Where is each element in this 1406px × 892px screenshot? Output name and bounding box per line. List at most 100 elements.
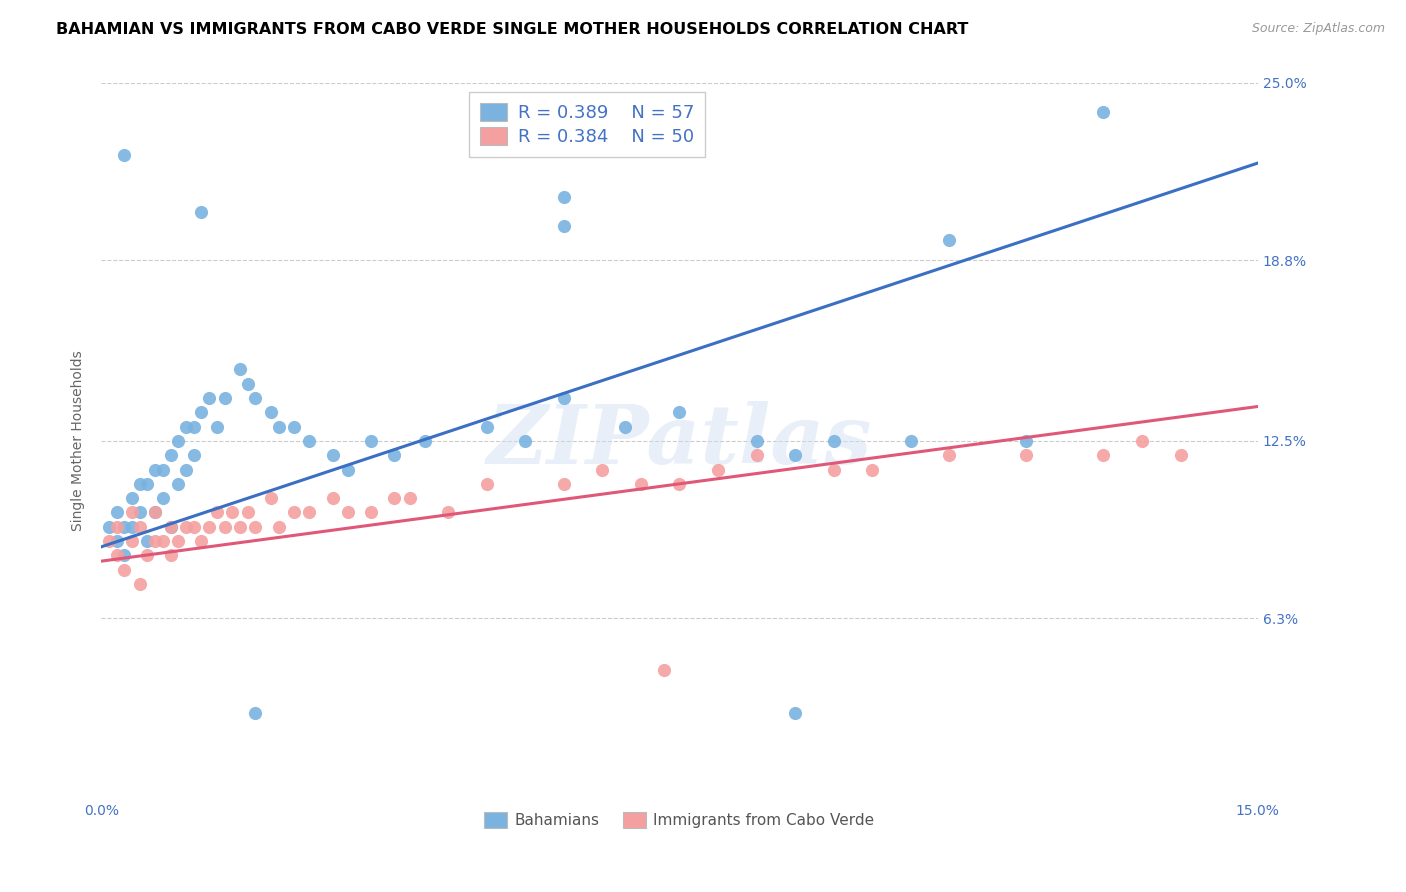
Point [591,462,613,476]
Point [668,476,690,491]
Point [121,506,143,520]
Point [382,448,405,462]
Point [121,491,143,505]
Point [198,391,221,405]
Point [1092,448,1115,462]
Point [437,506,460,520]
Point [152,491,174,505]
Point [298,506,321,520]
Point [900,434,922,448]
Point [167,476,190,491]
Point [136,534,159,549]
Point [360,434,382,448]
Point [267,419,290,434]
Point [475,476,498,491]
Point [336,462,359,476]
Point [167,434,190,448]
Point [229,520,252,534]
Point [360,506,382,520]
Point [121,520,143,534]
Point [245,520,267,534]
Point [229,362,252,376]
Point [823,434,845,448]
Point [121,534,143,549]
Point [614,419,637,434]
Point [190,405,212,419]
Point [214,520,236,534]
Point [190,204,212,219]
Point [128,476,150,491]
Point [174,462,197,476]
Point [860,462,883,476]
Point [298,434,321,448]
Point [198,520,221,534]
Point [938,234,960,248]
Point [398,491,420,505]
Point [553,476,575,491]
Point [205,419,228,434]
Point [112,147,135,161]
Point [515,434,537,448]
Point [174,520,197,534]
Legend: Bahamians, Immigrants from Cabo Verde: Bahamians, Immigrants from Cabo Verde [478,806,880,834]
Point [128,506,150,520]
Point [190,534,212,549]
Point [652,663,675,677]
Point [823,462,845,476]
Point [136,476,159,491]
Point [1015,448,1038,462]
Text: Source: ZipAtlas.com: Source: ZipAtlas.com [1251,22,1385,36]
Point [321,448,343,462]
Point [214,391,236,405]
Point [143,506,166,520]
Point [260,405,283,419]
Point [260,491,283,505]
Point [745,448,768,462]
Text: BAHAMIAN VS IMMIGRANTS FROM CABO VERDE SINGLE MOTHER HOUSEHOLDS CORRELATION CHAR: BAHAMIAN VS IMMIGRANTS FROM CABO VERDE S… [56,22,969,37]
Text: ZIPatlas: ZIPatlas [486,401,872,481]
Point [112,549,135,563]
Point [159,520,181,534]
Point [382,491,405,505]
Point [336,506,359,520]
Point [183,448,205,462]
Point [183,520,205,534]
Point [136,549,159,563]
Point [553,391,575,405]
Point [167,534,190,549]
Point [413,434,436,448]
Point [783,706,806,720]
Point [475,419,498,434]
Point [159,448,181,462]
Point [1092,104,1115,119]
Point [143,506,166,520]
Point [783,448,806,462]
Point [152,462,174,476]
Point [112,520,135,534]
Point [938,448,960,462]
Point [105,506,128,520]
Point [745,434,768,448]
Point [221,506,243,520]
Point [143,534,166,549]
Point [1170,448,1192,462]
Point [205,506,228,520]
Point [283,419,305,434]
Y-axis label: Single Mother Households: Single Mother Households [72,351,86,532]
Point [105,549,128,563]
Point [553,190,575,204]
Point [128,520,150,534]
Point [105,534,128,549]
Point [97,520,120,534]
Point [159,520,181,534]
Point [236,506,259,520]
Point [245,706,267,720]
Point [236,376,259,391]
Point [1130,434,1153,448]
Point [97,534,120,549]
Point [174,419,197,434]
Point [630,476,652,491]
Point [152,534,174,549]
Point [112,563,135,577]
Point [245,391,267,405]
